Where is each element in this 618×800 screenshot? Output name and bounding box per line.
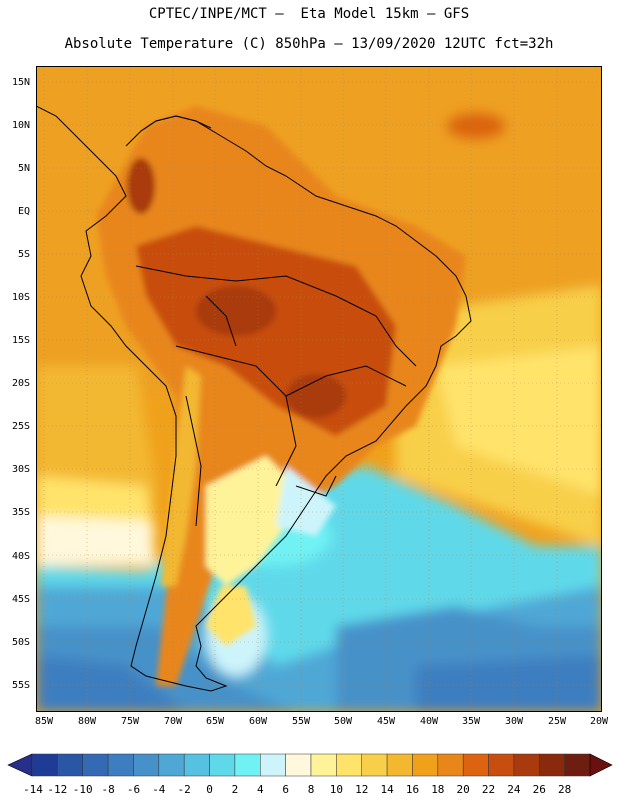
lat-label-25s: 25S xyxy=(11,421,30,432)
lat-label-15n: 15N xyxy=(11,77,30,88)
lat-label-15s: 15S xyxy=(11,335,30,346)
lon-label-70w: 70W xyxy=(163,716,183,727)
colorbar-cell xyxy=(82,753,109,777)
colorbar-cell xyxy=(336,753,362,777)
lon-label-55w: 55W xyxy=(291,716,311,727)
colorbar-tick-label: -4 xyxy=(152,783,166,796)
temperature-field xyxy=(36,66,602,712)
colorbar xyxy=(7,753,613,777)
colorbar-cell xyxy=(361,753,388,777)
colorbar-cell xyxy=(285,753,312,777)
colorbar-low-arrow xyxy=(7,753,33,777)
colorbar-tick-label: -8 xyxy=(101,783,115,796)
lon-label-25w: 25W xyxy=(547,716,567,727)
lon-label-35w: 35W xyxy=(461,716,481,727)
colorbar-cell xyxy=(513,753,540,777)
lon-label-50w: 50W xyxy=(333,716,353,727)
colorbar-cell xyxy=(234,753,261,777)
lon-label-20w: 20W xyxy=(589,716,609,727)
lat-label-50s: 50S xyxy=(11,637,30,648)
title-line-1: CPTEC/INPE/MCT – Eta Model 15km – GFS xyxy=(148,6,470,22)
lat-label-10n: 10N xyxy=(11,120,30,131)
colorbar-cell xyxy=(133,753,160,777)
colorbar-cell xyxy=(209,753,236,777)
colorbar-cell xyxy=(57,753,83,777)
colorbar-tick-label: 2 xyxy=(231,783,239,796)
colorbar-cell xyxy=(539,753,565,777)
lat-label-20s: 20S xyxy=(11,378,30,389)
lon-label-30w: 30W xyxy=(504,716,524,727)
colorbar-tick-label: 22 xyxy=(481,783,496,796)
colorbar-tick-label: -2 xyxy=(177,783,191,796)
colorbar-cell xyxy=(158,753,185,777)
lon-label-65w: 65W xyxy=(205,716,225,727)
lat-label-55s: 55S xyxy=(11,680,30,691)
colorbar-high-arrow xyxy=(589,753,613,777)
colorbar-tick-label: 16 xyxy=(405,783,420,796)
colorbar-tick-label: -14 xyxy=(23,783,43,796)
colorbar-tick-label: 18 xyxy=(431,783,445,796)
colorbar-cell xyxy=(412,753,439,777)
temperature-map xyxy=(36,66,602,712)
coastline xyxy=(36,105,472,692)
title-line-2: Absolute Temperature (C) 850hPa – 13/09/… xyxy=(64,36,554,52)
lon-label-40w: 40W xyxy=(419,716,439,727)
colorbar-tick-label: 12 xyxy=(355,783,369,796)
colorbar-cell xyxy=(462,753,489,777)
lat-label-40s: 40S xyxy=(11,551,30,562)
colorbar-cell xyxy=(488,753,515,777)
lon-label-45w: 45W xyxy=(376,716,396,727)
colorbar-tick-label: -10 xyxy=(72,783,93,796)
lon-label-85w: 85W xyxy=(34,716,54,727)
colorbar-tick-label: 26 xyxy=(532,783,546,796)
colorbar-cell xyxy=(310,753,337,777)
colorbar-tick-label: 20 xyxy=(456,783,470,796)
lat-label-10s: 10S xyxy=(11,292,30,303)
colorbar-tick-label: 24 xyxy=(507,783,521,796)
lat-label-5s: 5S xyxy=(17,249,30,260)
lat-label-5n: 5N xyxy=(17,163,30,174)
colorbar-cell xyxy=(183,753,210,777)
colorbar-tick-label: 6 xyxy=(282,783,289,796)
colorbar-tick-label: 14 xyxy=(380,783,394,796)
colorbar-cell xyxy=(260,753,286,777)
colorbar-tick-label: 8 xyxy=(307,783,315,796)
colorbar-tick-label: 0 xyxy=(206,783,213,796)
colorbar-tick-label: 28 xyxy=(558,783,572,796)
lat-label-45s: 45S xyxy=(11,594,30,605)
lon-label-60w: 60W xyxy=(248,716,268,727)
colorbar-tick-label: -12 xyxy=(47,783,68,796)
colorbar-cell xyxy=(31,753,58,777)
colorbar-cell xyxy=(564,753,591,777)
colorbar-tick-label: 4 xyxy=(256,783,264,796)
lat-label-35s: 35S xyxy=(11,507,30,518)
lat-label-eq: EQ xyxy=(17,206,30,217)
colorbar-cell xyxy=(107,753,134,777)
colorbar-tick-label: 10 xyxy=(329,783,343,796)
lon-label-80w: 80W xyxy=(77,716,97,727)
colorbar-tick-label: -6 xyxy=(126,783,141,796)
lon-label-75w: 75W xyxy=(120,716,140,727)
lat-label-30s: 30S xyxy=(11,464,30,475)
colorbar-cell xyxy=(437,753,464,777)
colorbar-cell xyxy=(386,753,413,777)
